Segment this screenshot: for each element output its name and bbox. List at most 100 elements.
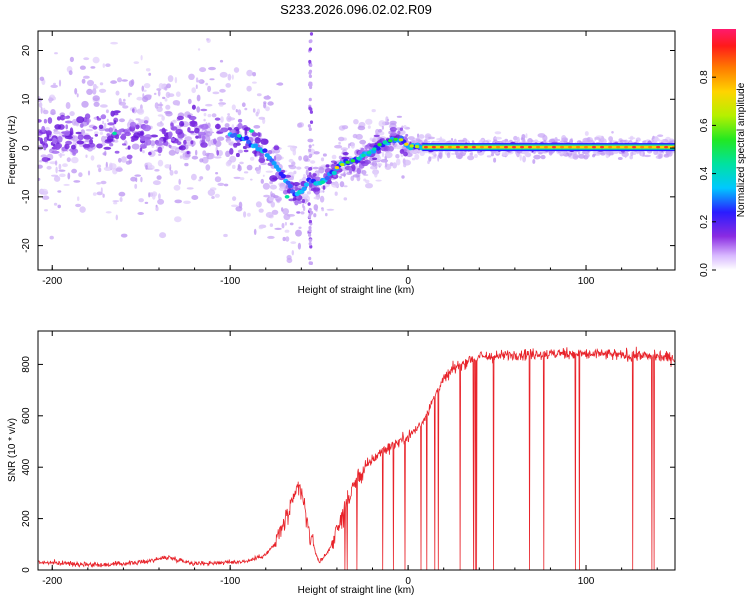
spectral-blob xyxy=(156,122,164,127)
spectral-blob xyxy=(120,133,127,141)
spectral-blob xyxy=(135,124,140,130)
spectral-blob xyxy=(427,160,430,165)
track-peak xyxy=(393,137,398,141)
carrier-peak xyxy=(552,145,556,149)
spectral-blob xyxy=(196,94,201,102)
spectrogram-area xyxy=(38,32,675,266)
spectral-blob xyxy=(127,145,131,150)
spectral-blob xyxy=(188,115,197,121)
spectral-blob xyxy=(191,195,199,200)
spectral-blob xyxy=(357,125,366,131)
spectral-blob xyxy=(231,204,238,208)
spectrogram-frame xyxy=(37,30,676,271)
spectral-blob xyxy=(197,48,201,51)
spectral-blob xyxy=(183,139,187,145)
spectral-blob xyxy=(467,155,475,161)
spectral-blob xyxy=(254,150,258,157)
track-peak xyxy=(409,144,414,148)
spectral-blob xyxy=(146,94,152,98)
spectral-blob xyxy=(260,162,267,166)
spectral-blob xyxy=(92,95,100,102)
spectral-blob xyxy=(161,127,166,135)
spectral-blob xyxy=(67,172,71,180)
spectral-blob xyxy=(258,152,265,157)
spectral-blob xyxy=(205,103,213,107)
track-peak xyxy=(366,150,372,155)
x-tick-label: 0 xyxy=(405,576,411,587)
spectral-blob xyxy=(308,242,312,246)
spectral-blob xyxy=(190,133,197,136)
spectral-blob xyxy=(51,174,59,177)
carrier-peak xyxy=(487,145,492,149)
carrier-peak xyxy=(447,145,452,149)
spectral-blob xyxy=(288,158,294,163)
spectral-blob xyxy=(308,233,312,237)
spectral-blob xyxy=(157,89,161,97)
spectral-blob xyxy=(278,187,286,192)
spectral-blob xyxy=(132,108,135,113)
spectral-blob xyxy=(187,127,191,133)
spectral-blob xyxy=(150,134,159,138)
spectral-blob xyxy=(44,209,48,212)
spectral-blob xyxy=(235,152,240,158)
spectral-blob xyxy=(40,154,47,158)
spectral-blob xyxy=(121,79,128,82)
snr-x-label: Height of straight line (km) xyxy=(298,585,415,596)
spectral-blob xyxy=(653,138,661,141)
y-tick-label: 800 xyxy=(21,356,32,373)
spectral-blob xyxy=(90,155,95,161)
spectral-blob xyxy=(305,169,309,176)
spectral-blob xyxy=(184,162,189,167)
track-peak xyxy=(356,156,361,160)
spectral-blob xyxy=(233,176,241,179)
carrier-peak xyxy=(616,145,621,149)
spectral-blob xyxy=(338,141,341,145)
spectral-blob xyxy=(103,122,107,129)
spectral-blob xyxy=(106,118,109,122)
spectral-blob xyxy=(667,150,673,157)
spectral-blob xyxy=(100,187,103,194)
spectral-blob xyxy=(188,73,195,81)
spectral-blob xyxy=(428,156,432,162)
spectral-blob xyxy=(118,157,122,163)
spectral-blob xyxy=(137,212,144,215)
spectral-blob xyxy=(92,125,98,130)
colorbar-tick-label: 0.6 xyxy=(699,118,710,132)
spectral-blob xyxy=(628,137,636,140)
carrier-peak xyxy=(664,145,669,149)
spectral-blob xyxy=(164,110,172,114)
spectral-blob xyxy=(187,98,192,105)
spectral-blob xyxy=(268,196,275,202)
carrier-peak xyxy=(648,145,653,149)
spectral-blob xyxy=(164,86,168,91)
spectral-blob xyxy=(361,170,367,175)
spectral-blob xyxy=(386,118,390,122)
spectral-blob xyxy=(306,174,313,179)
spectral-blob xyxy=(207,85,212,93)
spectral-blob xyxy=(384,160,388,168)
spectral-blob xyxy=(350,175,355,182)
spectral-blob xyxy=(80,123,84,128)
spectral-blob xyxy=(59,173,66,178)
spectral-blob xyxy=(304,166,310,170)
spectral-blob xyxy=(76,93,79,98)
spectral-blob xyxy=(269,180,273,185)
track-peak xyxy=(340,163,345,167)
track-blob xyxy=(287,184,293,189)
track-peak xyxy=(334,166,340,170)
spectral-blob xyxy=(90,66,96,69)
spectral-blob xyxy=(112,124,115,131)
spectral-blob xyxy=(92,56,100,64)
spectral-blob xyxy=(265,106,270,112)
spectral-blob xyxy=(79,206,86,213)
spectral-blob xyxy=(201,139,206,144)
spectral-blob xyxy=(173,184,181,191)
spectral-blob xyxy=(148,72,152,76)
spectral-blob xyxy=(191,173,197,181)
spectral-blob xyxy=(308,144,312,149)
spectral-blob xyxy=(292,182,300,186)
spectral-blob xyxy=(224,123,230,128)
spectral-blob xyxy=(208,66,216,71)
spectral-blob xyxy=(142,96,149,103)
